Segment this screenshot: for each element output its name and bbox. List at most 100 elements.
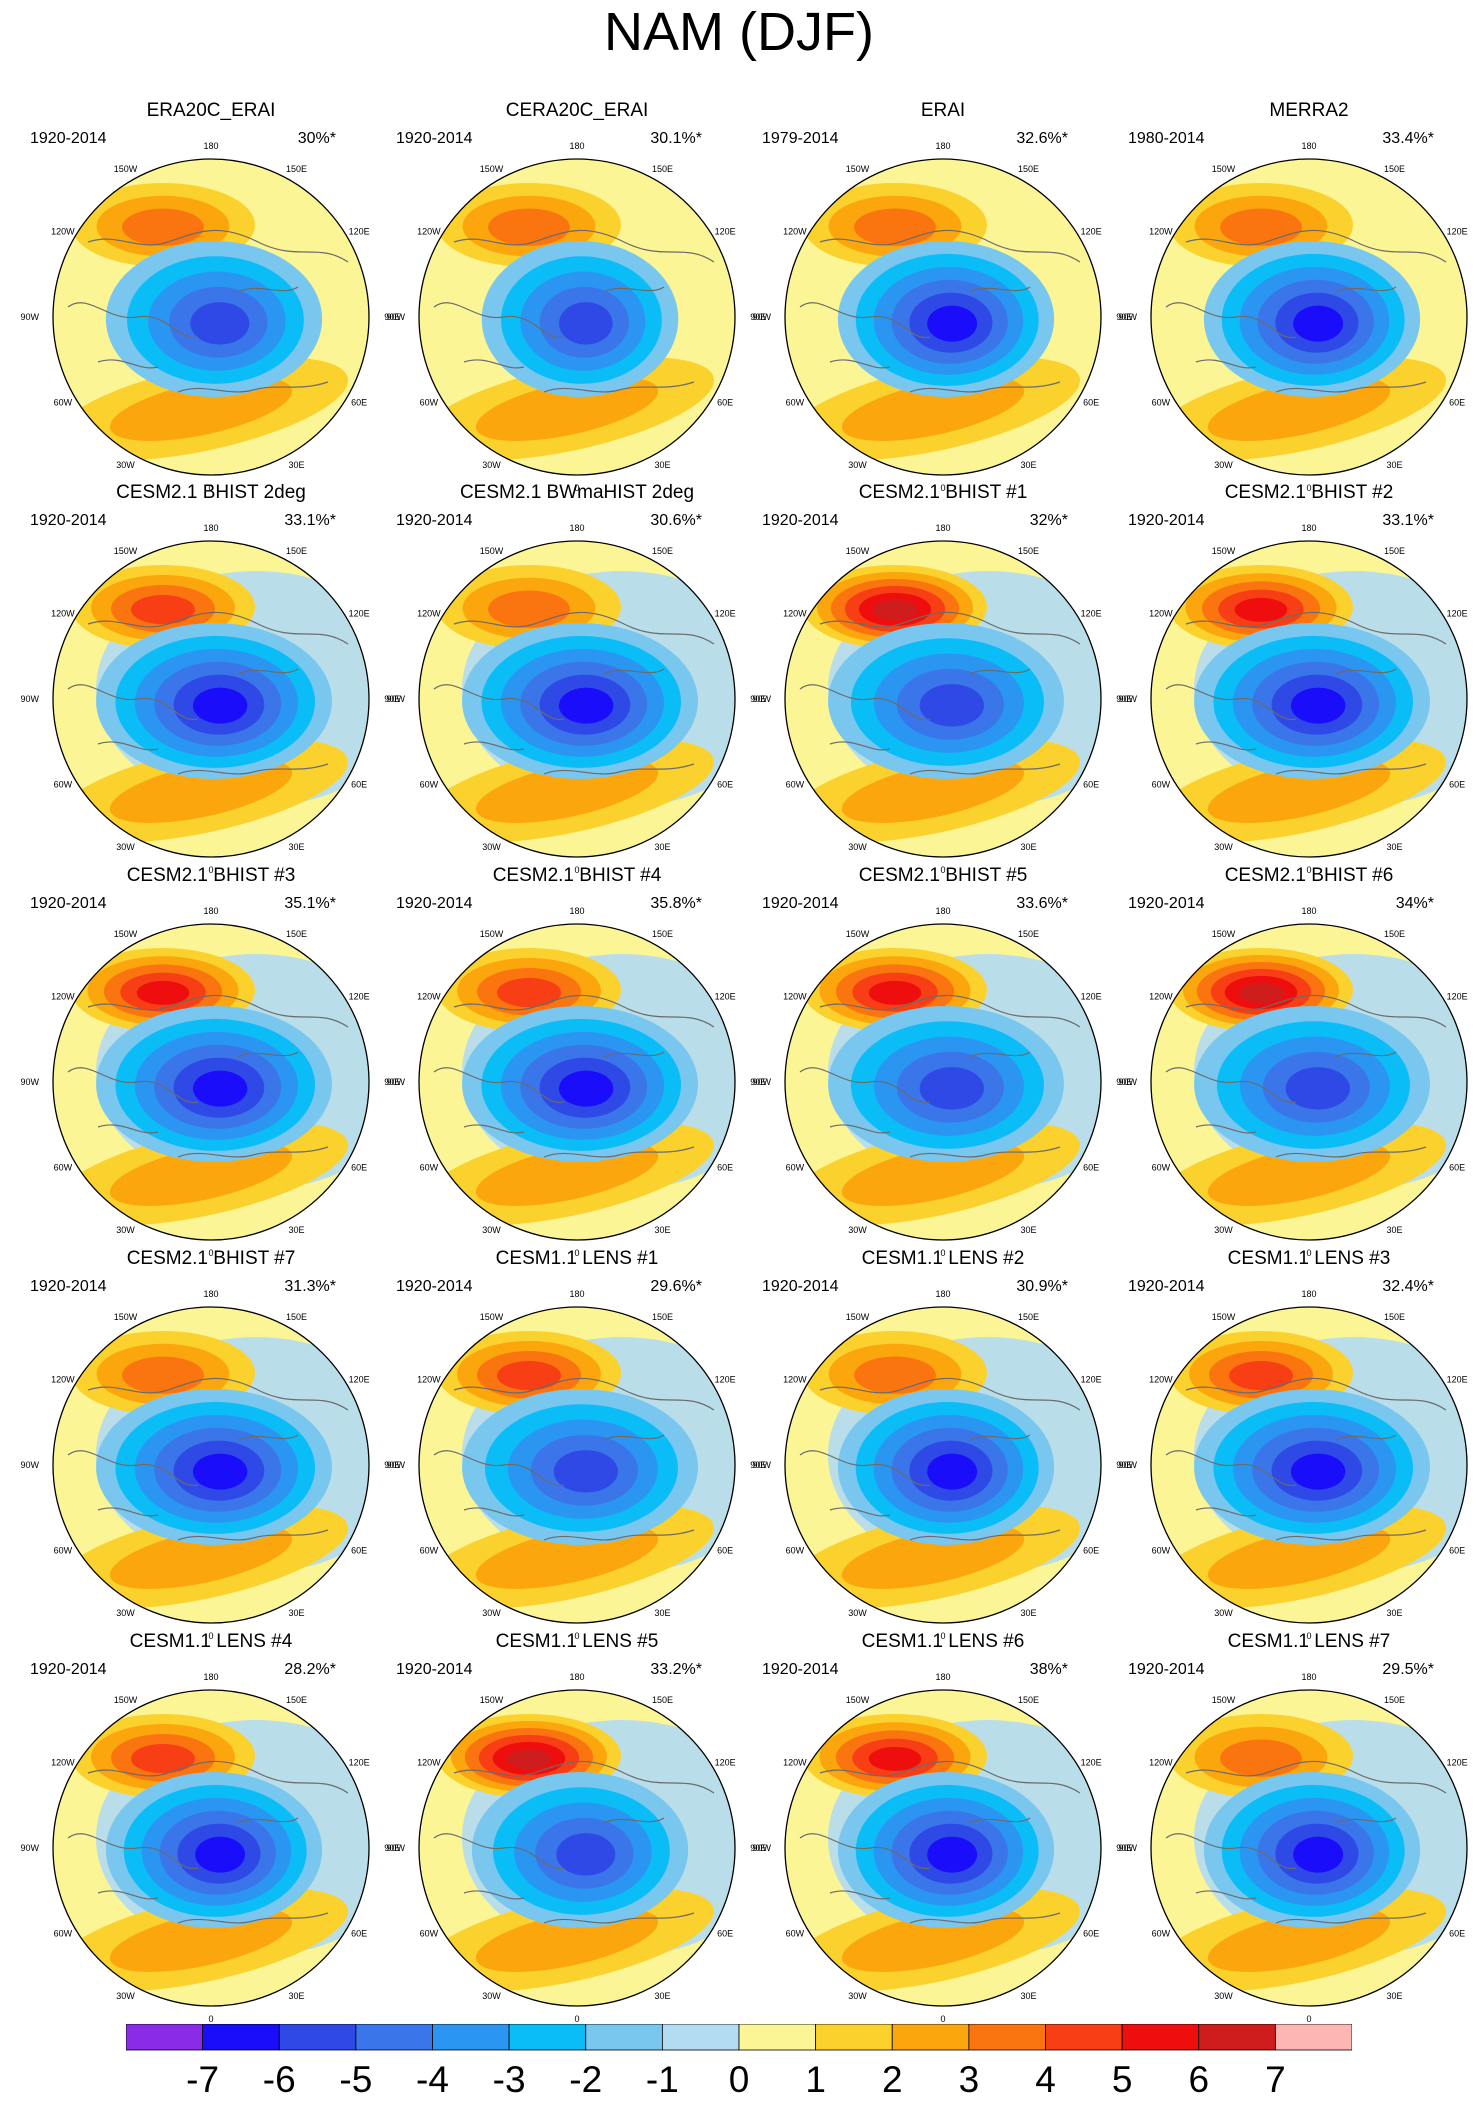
longitude-label: 120E <box>715 227 736 237</box>
longitude-label: 90E <box>750 1077 766 1087</box>
longitude-label: 120W <box>783 1758 807 1768</box>
coastline <box>237 1817 299 1824</box>
longitude-label: 30E <box>288 842 304 852</box>
colorbar-tick-label: 3 <box>959 2059 980 2100</box>
longitude-label: 180 <box>569 141 584 151</box>
coastline <box>463 1124 525 1134</box>
longitude-label: 90W <box>752 1843 771 1853</box>
map-svg: CESM2.1 BHIST #5 1920-2014 33.6%* 180 150W 15… <box>752 865 1132 1258</box>
colorbar-tick-label: -7 <box>186 2059 219 2100</box>
longitude-label: 90E <box>750 1460 766 1470</box>
longitude-label: 120W <box>1149 992 1173 1002</box>
panel-title: CESM2.1 BHIST #1 <box>859 482 1028 503</box>
map-contour <box>556 1833 616 1876</box>
coastline <box>829 1890 891 1900</box>
coastline <box>603 1434 665 1441</box>
map-contour <box>919 684 984 727</box>
colorbar-swatch <box>1198 2023 1276 2051</box>
coastline <box>463 359 525 369</box>
map-contour <box>558 1070 614 1107</box>
colorbar-swatch <box>891 2023 970 2051</box>
coastline <box>543 763 695 775</box>
longitude-label: 120E <box>1447 992 1468 1002</box>
map-field <box>785 1307 1101 1623</box>
colorbar-swatch <box>432 2023 510 2051</box>
map-field <box>53 924 369 1240</box>
map-outline <box>52 1689 370 2007</box>
longitude-label: 150E <box>652 164 673 174</box>
panel-period: 1920-2014 <box>30 895 107 912</box>
coastline <box>67 684 199 721</box>
longitude-label: 90W <box>20 1460 39 1470</box>
longitude-label: 30E <box>288 1225 304 1235</box>
map-panel: CESM2.1 BHIST #1 1920-2014 32%* 180 150W 150E… <box>752 474 1132 875</box>
map-field <box>419 159 735 475</box>
map-panel: CESM1.1 LENS #4 1920-2014 28.2%* 180 150W 150… <box>20 1623 400 2024</box>
coastline <box>829 741 891 751</box>
coastline <box>819 1377 1081 1411</box>
colorbar-tick-label: 1 <box>805 2059 826 2100</box>
longitude-label: 60W <box>54 1163 73 1173</box>
coastline <box>1275 381 1427 393</box>
longitude-label: 150W <box>846 1695 870 1705</box>
panel-title: MERRA2 <box>1269 100 1348 121</box>
map-outline <box>1150 923 1468 1241</box>
map-contour <box>1220 1739 1302 1777</box>
longitude-label: 120W <box>417 609 441 619</box>
coastline <box>463 741 525 751</box>
longitude-label: 120E <box>1081 227 1102 237</box>
longitude-label: 120E <box>1447 227 1468 237</box>
coastline <box>1185 1377 1447 1411</box>
colorbar-tick-label: -2 <box>569 2059 602 2100</box>
map-contour <box>131 1744 195 1774</box>
map-outline <box>418 158 736 476</box>
map-contour <box>1285 1067 1350 1110</box>
map-contour <box>136 980 190 1005</box>
longitude-label: 90E <box>1116 1077 1132 1087</box>
colorbar-tick-label: 0 <box>729 2059 750 2100</box>
coastline <box>67 1067 199 1104</box>
coastline <box>1195 359 1257 369</box>
map-contour <box>854 1356 936 1394</box>
longitude-label: 60W <box>786 1163 805 1173</box>
longitude-label: 90W <box>20 694 39 704</box>
panel-title: CESM2.1 BHIST #4 <box>493 865 662 886</box>
longitude-label: 90W <box>752 312 771 322</box>
coastline <box>799 1833 931 1870</box>
colorbar-swatch <box>1274 2023 1353 2051</box>
longitude-label: 120E <box>1447 1375 1468 1385</box>
longitude-label: 150E <box>1018 164 1039 174</box>
longitude-label: 150E <box>1018 1695 1039 1705</box>
colorbar-svg: -7 -6 -5 -4 -3 -2 -1 0 1 2 3 4 5 6 7 <box>125 2023 1353 2100</box>
longitude-label: 150E <box>1018 929 1039 939</box>
longitude-label: 0 <box>208 2014 213 2024</box>
coastline <box>819 1760 1081 1794</box>
coastline <box>969 1434 1031 1441</box>
longitude-label: 180 <box>1301 1672 1316 1682</box>
map-contour <box>1220 208 1302 246</box>
map-panel: MERRA2 1980-2014 33.4%* 180 150W 150E 120W 120E… <box>1118 92 1478 493</box>
coastline <box>237 286 299 293</box>
map-contour <box>868 980 922 1005</box>
longitude-label: 90W <box>1118 312 1137 322</box>
longitude-label: 0 <box>574 1248 579 1258</box>
map-outline <box>784 923 1102 1241</box>
map-svg: CESM1.1 LENS #7 1920-2014 29.5%* 180 150W 150… <box>1118 1631 1468 2024</box>
longitude-label: 150E <box>652 929 673 939</box>
longitude-label: 60W <box>420 398 439 408</box>
panel-title: CESM2.1 BHIST #3 <box>127 865 296 886</box>
longitude-label: 30W <box>482 1991 501 2001</box>
coastline <box>87 229 349 263</box>
coastline <box>1195 1890 1257 1900</box>
colorbar-tick-label: 6 <box>1188 2059 1209 2100</box>
longitude-label: 30E <box>288 460 304 470</box>
panel-period: 1920-2014 <box>762 895 839 912</box>
panel-variance: 30.6%* <box>650 512 702 529</box>
longitude-label: 150W <box>114 1695 138 1705</box>
map-field <box>1151 159 1467 475</box>
longitude-label: 180 <box>203 523 218 533</box>
longitude-label: 60W <box>420 1929 439 1939</box>
colorbar-swatch <box>508 2023 587 2051</box>
colorbar-swatch <box>202 2023 280 2051</box>
longitude-label: 0 <box>208 865 213 875</box>
